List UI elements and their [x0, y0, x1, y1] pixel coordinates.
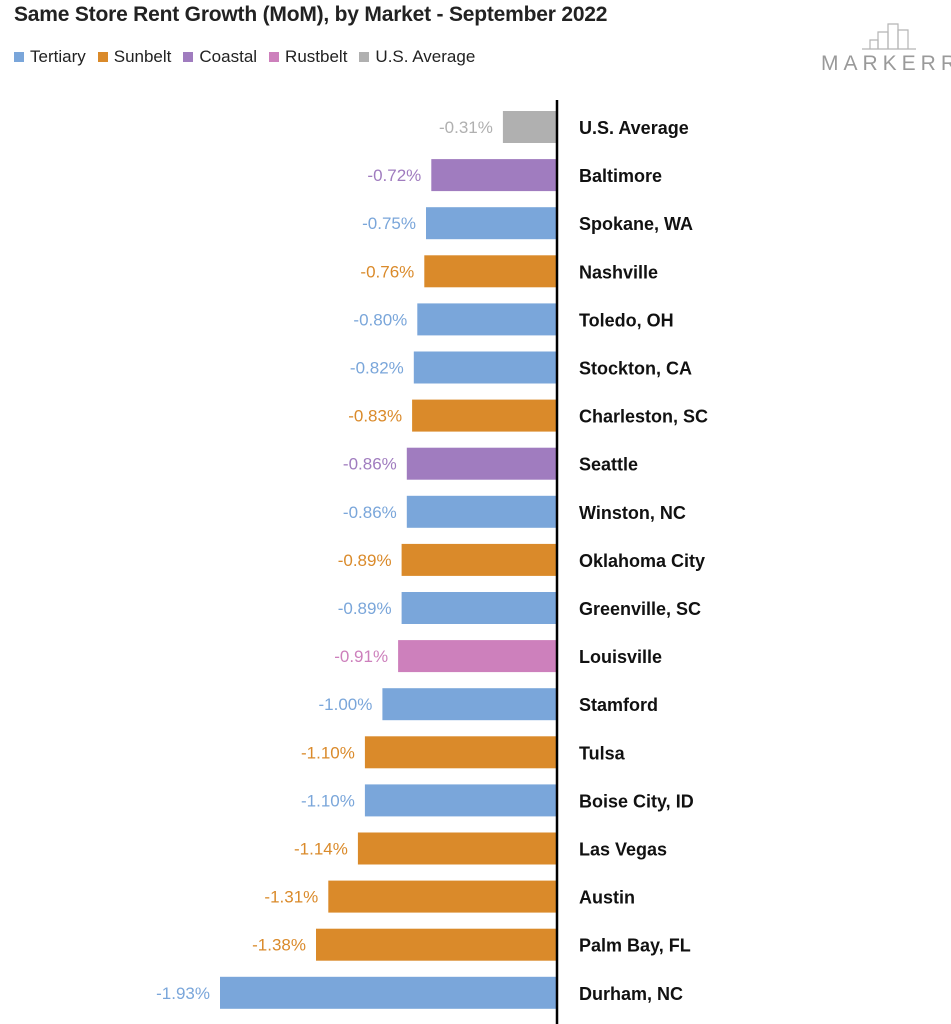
bar-las-vegas: [357, 832, 557, 865]
legend-item-tertiary: Tertiary: [14, 47, 86, 67]
value-label-boise-city-id: -1.10%: [301, 791, 355, 810]
value-label-tulsa: -1.10%: [301, 743, 355, 762]
bar-baltimore: [431, 159, 557, 192]
category-label-stockton-ca: Stockton, CA: [579, 359, 692, 379]
legend-swatch-us-average: [359, 52, 370, 62]
bar-austin: [328, 880, 557, 913]
category-label-oklahoma-city: Oklahoma City: [579, 551, 705, 571]
logo-wordmark: MARKERR: [821, 52, 951, 75]
legend-swatch-tertiary: [14, 52, 24, 62]
category-label-charleston-sc: Charleston, SC: [579, 407, 708, 427]
value-label-greenville-sc: -0.89%: [338, 599, 392, 618]
category-label-toledo-oh: Toledo, OH: [579, 310, 674, 330]
legend-item-sunbelt: Sunbelt: [97, 47, 172, 67]
value-label-oklahoma-city: -0.89%: [338, 551, 392, 570]
category-label-boise-city-id: Boise City, ID: [579, 791, 694, 811]
value-label-winston-nc: -0.86%: [343, 503, 397, 522]
legend-label-coastal: Coastal: [199, 47, 258, 66]
category-label-stamford: Stamford: [579, 695, 658, 715]
bar-spokane-wa: [426, 207, 557, 240]
category-label-tulsa: Tulsa: [579, 743, 626, 763]
chart-title: Same Store Rent Growth (MoM), by Market …: [14, 3, 608, 26]
bar-winston-nc: [406, 495, 557, 528]
bar-oklahoma-city: [401, 543, 557, 576]
value-label-stockton-ca: -0.82%: [350, 359, 404, 378]
value-label-durham-nc: -1.93%: [156, 984, 210, 1003]
category-label-louisville: Louisville: [579, 647, 662, 667]
category-label-nashville: Nashville: [579, 262, 658, 282]
legend-label-sunbelt: Sunbelt: [113, 47, 172, 66]
value-label-las-vegas: -1.14%: [294, 840, 348, 859]
legend-item-us-average: U.S. Average: [359, 47, 475, 67]
category-label-seattle: Seattle: [579, 455, 638, 475]
legend-label-us-average: U.S. Average: [375, 47, 476, 66]
building-logo-icon: [862, 23, 916, 50]
legend: Tertiary Sunbelt Coastal Rustbelt U.S. A…: [14, 47, 487, 67]
bar-toledo-oh: [417, 303, 557, 336]
legend-swatch-coastal: [183, 52, 194, 62]
value-label-spokane-wa: -0.75%: [362, 214, 416, 233]
bar-palm-bay-fl: [316, 928, 557, 961]
markerr-logo: MARKERR: [818, 20, 951, 80]
bar-stamford: [382, 688, 557, 721]
category-label-durham-nc: Durham, NC: [579, 984, 683, 1004]
category-label-las-vegas: Las Vegas: [579, 840, 667, 860]
category-label-winston-nc: Winston, NC: [579, 503, 686, 523]
category-label-u-s-average: U.S. Average: [579, 118, 689, 138]
value-label-austin: -1.31%: [264, 888, 318, 907]
bar-durham-nc: [220, 976, 557, 1009]
bar-tulsa: [364, 736, 557, 769]
legend-item-coastal: Coastal: [183, 47, 257, 67]
bar-nashville: [424, 255, 557, 288]
bar-louisville: [398, 640, 557, 673]
category-label-greenville-sc: Greenville, SC: [579, 599, 701, 619]
legend-label-rustbelt: Rustbelt: [285, 47, 348, 66]
legend-label-tertiary: Tertiary: [30, 47, 86, 66]
value-label-louisville: -0.91%: [334, 647, 388, 666]
value-label-nashville: -0.76%: [360, 262, 414, 281]
category-label-palm-bay-fl: Palm Bay, FL: [579, 936, 691, 956]
legend-swatch-rustbelt: [269, 52, 280, 62]
bar-u-s-average: [502, 111, 557, 143]
value-label-toledo-oh: -0.80%: [353, 310, 407, 329]
bar-seattle: [406, 447, 557, 480]
value-label-charleston-sc: -0.83%: [348, 407, 402, 426]
bar-boise-city-id: [364, 784, 557, 817]
value-label-seattle: -0.86%: [343, 455, 397, 474]
legend-swatch-sunbelt: [97, 52, 108, 62]
bar-stockton-ca: [413, 351, 557, 384]
bar-charleston-sc: [412, 399, 557, 432]
value-label-u-s-average: -0.31%: [439, 118, 493, 137]
category-label-spokane-wa: Spokane, WA: [579, 214, 693, 234]
value-label-baltimore: -0.72%: [367, 166, 421, 185]
value-label-palm-bay-fl: -1.38%: [252, 936, 306, 955]
category-label-baltimore: Baltimore: [579, 166, 662, 186]
value-label-stamford: -1.00%: [319, 695, 373, 714]
legend-item-rustbelt: Rustbelt: [269, 47, 347, 67]
bar-greenville-sc: [401, 592, 557, 624]
category-label-austin: Austin: [579, 888, 635, 908]
